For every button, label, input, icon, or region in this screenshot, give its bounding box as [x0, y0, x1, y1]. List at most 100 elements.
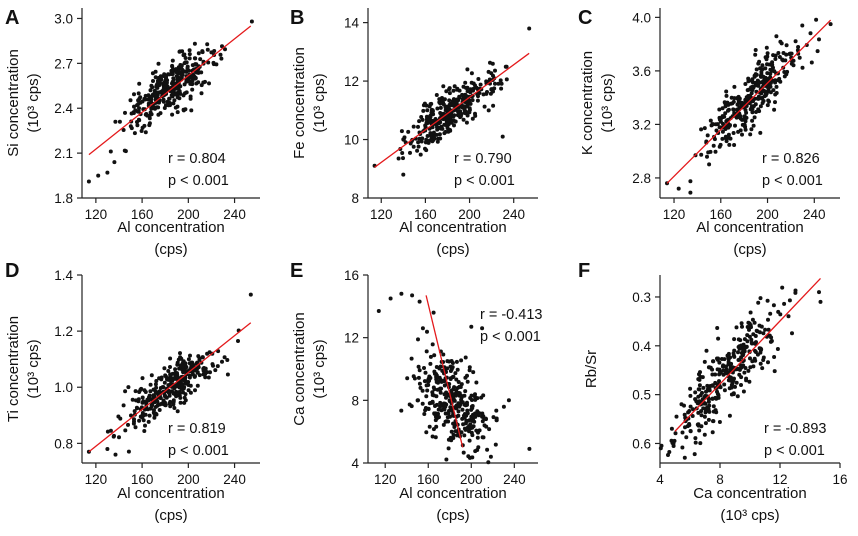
- scatter-point: [173, 91, 178, 96]
- x-tick-label: 12: [772, 472, 787, 487]
- scatter-point: [443, 404, 448, 409]
- scatter-point: [469, 80, 474, 85]
- scatter-point: [149, 95, 154, 100]
- scatter-point: [727, 123, 732, 128]
- scatter-point: [423, 370, 428, 375]
- scatter-point: [713, 381, 718, 386]
- panel-d: D 120 160 200 240 0.8 1.0 1.2 1.4 Ti concentratio…: [5, 260, 260, 524]
- y-tick-label: 8: [351, 191, 359, 206]
- scatter-point: [706, 150, 711, 155]
- scatter-point: [697, 428, 702, 433]
- scatter-point: [117, 435, 121, 440]
- scatter-point: [445, 359, 450, 364]
- scatter-point: [480, 411, 485, 416]
- scatter-point: [445, 415, 450, 420]
- scatter-point: [776, 51, 781, 55]
- scatter-point: [463, 355, 468, 360]
- scatter-point: [780, 285, 785, 290]
- scatter-point: [196, 80, 201, 85]
- scatter-point: [86, 179, 91, 184]
- scatter-point: [178, 395, 183, 400]
- scatter-point: [769, 335, 774, 340]
- scatter-point: [150, 85, 155, 90]
- scatter-point: [433, 404, 437, 408]
- x-tick-label: 4: [656, 472, 664, 487]
- scatter-point: [468, 422, 473, 427]
- scatter-point: [152, 91, 157, 96]
- scatter-point: [726, 378, 731, 383]
- scatter-point: [768, 71, 773, 76]
- scatter-point: [712, 137, 717, 142]
- scatter-point: [161, 81, 166, 86]
- scatter-point: [743, 82, 748, 86]
- scatter-point: [416, 398, 420, 403]
- scatter-point: [141, 418, 146, 423]
- p-value-label: p < 0.001: [762, 173, 823, 189]
- scatter-point: [431, 427, 436, 432]
- scatter-point: [453, 371, 458, 376]
- y-axis-title-line: (10³ cps): [311, 73, 328, 132]
- scatter-point: [437, 132, 442, 137]
- scatter-point: [699, 127, 704, 132]
- scatter-point: [408, 150, 412, 155]
- x-axis-title-line: Al concentration: [117, 219, 225, 236]
- scatter-point: [771, 88, 776, 93]
- scatter-point: [188, 75, 193, 80]
- scatter-point: [469, 404, 474, 409]
- scatter-point: [737, 357, 742, 362]
- scatter-point: [487, 427, 492, 432]
- scatter-point: [153, 382, 158, 387]
- scatter-point: [225, 358, 230, 362]
- p-value-label: p < 0.001: [480, 329, 541, 345]
- scatter-point: [186, 357, 191, 362]
- scatter-point: [434, 374, 439, 379]
- scatter-point: [761, 74, 766, 79]
- scatter-point: [706, 399, 711, 404]
- scatter-point: [742, 122, 747, 127]
- scatter-point: [181, 390, 185, 395]
- scatter-point: [460, 416, 465, 421]
- scatter-point: [150, 105, 155, 109]
- x-axis-title-line: (cps): [436, 507, 469, 524]
- scatter-point: [711, 419, 716, 424]
- scatter-point: [460, 407, 465, 412]
- scatter-point: [157, 389, 162, 394]
- scatter-point: [688, 179, 693, 184]
- x-axis-title-line: (10³ cps): [720, 507, 779, 524]
- scatter-point: [442, 97, 447, 102]
- y-tick-label: 4: [351, 456, 359, 471]
- scatter-point: [444, 395, 448, 400]
- scatter-point: [183, 60, 188, 65]
- scatter-point: [173, 383, 178, 388]
- scatter-point: [770, 60, 775, 65]
- y-axis-title: Rb/Sr: [583, 350, 600, 388]
- scatter-point: [462, 110, 467, 115]
- scatter-point: [708, 118, 713, 123]
- y-tick-label: 2.1: [54, 146, 73, 161]
- scatter-point: [669, 426, 674, 431]
- scatter-point: [431, 130, 436, 135]
- scatter-point: [482, 104, 487, 109]
- scatter-point: [768, 84, 773, 89]
- scatter-point: [736, 129, 741, 134]
- scatter-point: [671, 441, 676, 446]
- scatter-point: [136, 102, 141, 107]
- scatter-point: [199, 70, 204, 75]
- x-tick-label: 8: [716, 472, 724, 487]
- scatter-point: [182, 82, 187, 87]
- scatter-point: [416, 144, 421, 149]
- scatter-point: [189, 108, 194, 113]
- scatter-point: [734, 380, 739, 385]
- scatter-point: [702, 126, 707, 131]
- scatter-point: [132, 104, 136, 109]
- scatter-point: [747, 379, 752, 384]
- scatter-point: [180, 68, 185, 73]
- scatter-point: [673, 431, 678, 436]
- scatter-point: [452, 123, 456, 128]
- scatter-point: [181, 359, 186, 364]
- scatter-point: [423, 140, 428, 145]
- scatter-point: [151, 393, 156, 398]
- scatter-point: [168, 365, 172, 369]
- y-tick-label: 0.6: [632, 436, 651, 451]
- scatter-point: [108, 428, 113, 433]
